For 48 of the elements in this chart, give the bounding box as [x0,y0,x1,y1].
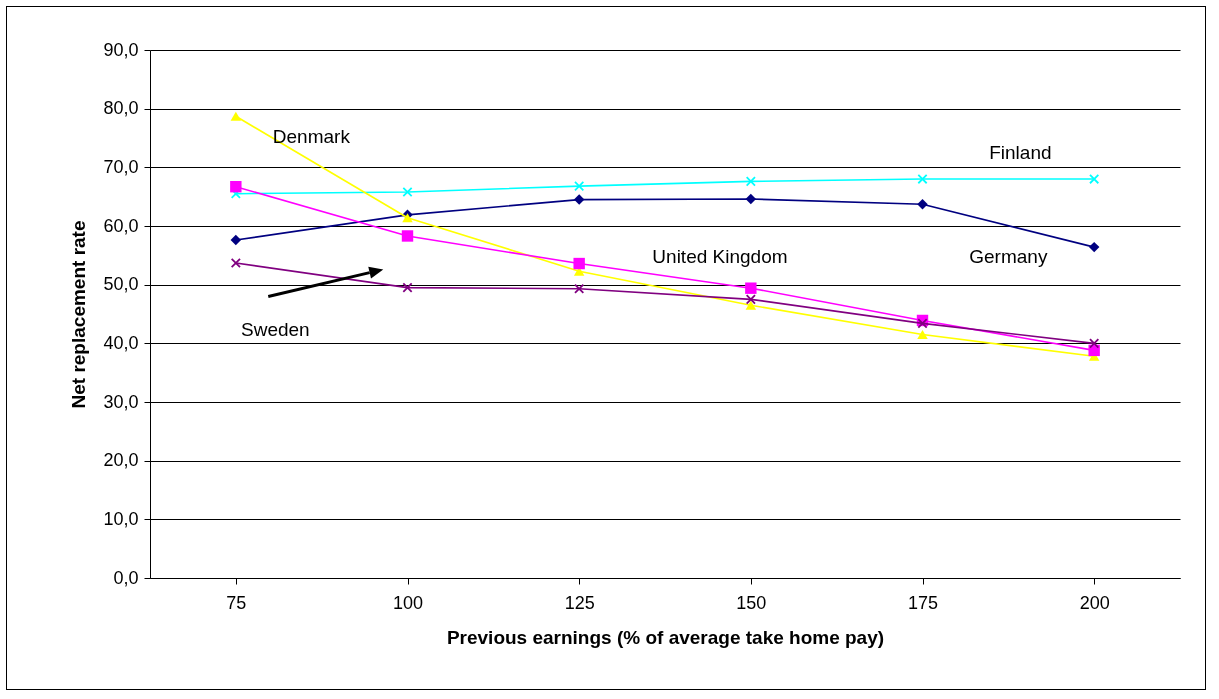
y-tick-label: 60,0 [103,215,139,236]
point [917,199,928,210]
point [745,176,756,187]
y-tick-label: 70,0 [103,156,139,177]
point [1088,241,1100,253]
point [1089,338,1100,349]
y-tick-label: 40,0 [103,332,139,353]
x-axis-title: Previous earnings (% of average take home pay) [446,626,885,648]
point [573,194,585,205]
point [230,180,242,193]
point [745,300,757,310]
x-tick-label: 125 [564,592,595,613]
point [402,186,413,198]
series-label: Germany [969,246,1048,268]
series-label: United Kingdom [652,246,788,268]
x-tick-label: 100 [392,592,424,613]
y-tick-label: 50,0 [103,274,139,295]
text: Sweden [240,319,310,341]
x-tick-label: 200 [1079,592,1110,613]
point [401,230,414,242]
point [402,213,413,223]
x-tick-label: 75 [226,592,247,613]
point [1088,344,1100,357]
series-label: Denmark [272,126,351,148]
x-tick-label: 175 [907,592,939,613]
y-tick-label: 80,0 [103,98,139,119]
x-tick-label: 150 [736,592,767,613]
point [230,257,241,269]
point [402,282,413,293]
point [917,318,928,329]
y-tick-label: 0,0 [113,567,139,588]
point [917,173,928,185]
y-tick-label: 30,0 [103,391,139,412]
point [230,111,242,121]
point [574,283,585,294]
point [745,282,757,294]
y-tick-label: 10,0 [103,508,139,529]
point [745,294,756,305]
series-label: Finland [989,142,1052,164]
y-axis-title: Net replacement rate [68,220,90,409]
point [745,193,757,205]
y-tick-label: 20,0 [103,450,139,471]
point [574,181,585,192]
point [573,257,585,270]
point [230,234,242,246]
y-tick-label: 90,0 [103,39,139,60]
point [917,329,928,340]
point [1089,173,1100,185]
